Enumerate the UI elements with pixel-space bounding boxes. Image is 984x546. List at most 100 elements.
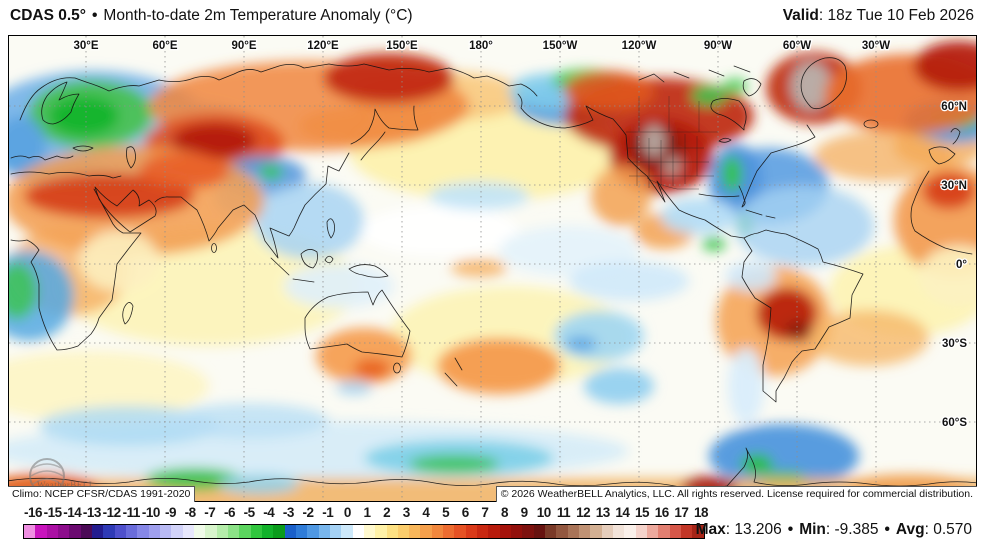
stat-value: : -9.385 [825,521,879,538]
colorbar-segment [318,525,330,538]
header-bar: CDAS 0.5° • Month-to-date 2m Temperature A… [0,0,984,34]
colorbar-tick: 12 [576,505,591,520]
colorbar-segment [454,525,466,538]
colorbar-segment [692,525,704,538]
colorbar-tick: -6 [223,505,236,520]
colorbar-segment [329,525,342,538]
colorbar-tick: 3 [402,505,411,520]
coastlines [9,57,976,489]
stat-value: : 13.206 [725,521,782,538]
colorbar-segment [250,525,262,538]
colorbar-tick: 6 [461,505,470,520]
colorbar-segment [137,525,149,538]
lon-label: 90°E [231,40,256,52]
lat-label: 0° [956,259,967,271]
colorbar-tick: 9 [520,505,529,520]
colorbar-tick: 10 [536,505,552,520]
colorbar-segment [397,525,410,538]
map-title: CDAS 0.5° • Month-to-date 2m Temperature A… [10,7,413,25]
colorbar-segment [465,525,478,538]
colorbar-segment [635,525,648,538]
colorbar-tick: 14 [615,505,630,520]
graticule [9,36,976,501]
stats-separator: • [787,521,794,538]
colorbar-section: -16 -15 -14 -13 -12 -11 -10 -9 -8 -7 -6 -5 -4 -3 -2 -1 0… [0,503,984,546]
lon-label: 60°E [152,40,177,52]
colorbar-segment [499,525,512,538]
colorbar-tick: -2 [302,505,315,520]
colorbar-tick: 7 [481,505,489,520]
colorbar-tick: -16 [23,505,43,520]
stat-value: : 0.570 [924,521,972,538]
lon-label: 90°W [704,40,732,52]
colorbar-segment [669,525,682,538]
colorbar-tick: -7 [204,505,216,520]
lat-label: 30°N [941,180,967,192]
colorbar-segment [216,525,228,538]
colorbar-tick: -15 [43,505,63,520]
colorbar-tick: -4 [263,505,275,520]
colorbar-tick: 18 [693,505,709,520]
colorbar-segment [477,525,489,538]
colorbar-segment [295,525,308,538]
stat-label: Min [799,521,826,538]
colorbar-segment [284,525,296,538]
colorbar-tick: -3 [282,505,295,520]
lon-label: 60°W [783,40,811,52]
colorbar-segment [352,525,364,538]
valid-time: Valid: 18z Tue 10 Feb 2026 [783,7,974,25]
colorbar-segment [443,525,455,538]
lon-label: 30°W [862,40,890,52]
colorbar-tick: -5 [243,505,256,520]
lon-label: 150°E [386,40,418,52]
colorbar-segment [46,525,58,538]
colorbar-segment [567,525,580,538]
colorbar-segment [375,525,387,538]
climo-attribution: Climo: NCEP CFSR/CDAS 1991-2020 [8,486,196,502]
colorbar-tick: 5 [442,505,450,520]
copyright-attribution: © 2026 WeatherBELL Analytics, LLC. All r… [495,486,977,502]
colorbar-segment [601,525,614,538]
colorbar-segment [420,525,432,538]
colorbar-segment [307,525,319,538]
colorbar-segment [103,525,115,538]
colorbar-segment [386,525,398,538]
colorbar-segment [363,525,376,538]
colorbar-tick: -10 [141,505,161,520]
colorbar-segment [24,525,36,538]
colorbar-gradient [23,524,705,539]
colorbar-tick: 17 [674,505,689,520]
colorbar-tick: -8 [184,505,197,520]
colorbar-tick: -9 [165,505,177,520]
colorbar-segment [341,525,353,538]
colorbar-segment [80,525,92,538]
colorbar-segment [613,525,625,538]
lon-label: 150°W [543,40,578,52]
colorbar-segment [522,525,534,538]
lon-label: 120°W [622,40,657,52]
colorbar-tick: 4 [422,505,430,520]
colorbar-segment [488,525,500,538]
colorbar-tick: 8 [501,505,509,520]
colorbar-segment [624,525,636,538]
title-separator: • [91,7,98,24]
product-title: Month-to-date 2m Temperature Anomaly (°C… [103,7,413,24]
latitude-labels: 60°N 30°N 0° 30°S 60°S [940,100,969,431]
colorbar-tick: 0 [343,505,352,520]
svg-text:WeatherBELL: WeatherBELL [37,480,95,490]
colorbar-segment [35,525,47,538]
lon-label: 180° [469,40,493,52]
colorbar-segment [91,525,104,538]
field-statistics: Max: 13.206 • Min: -9.385 • Avg: 0.570 [696,521,972,539]
stat-label: Avg [895,521,925,538]
colorbar-tick: 2 [383,505,391,520]
colorbar-segment [511,525,523,538]
valid-value: : 18z Tue 10 Feb 2026 [818,7,974,24]
colorbar-segment [533,525,546,538]
colorbar-segment [261,525,274,538]
colorbar-tick: -1 [322,505,334,520]
colorbar-tick: -12 [102,505,122,520]
colorbar-segment [148,525,160,538]
valid-label: Valid [782,7,819,24]
anomaly-map-svg: 30°E 60°E 90°E 120°E 150°E 180° 150°W 120°W 90°W… [9,36,976,501]
